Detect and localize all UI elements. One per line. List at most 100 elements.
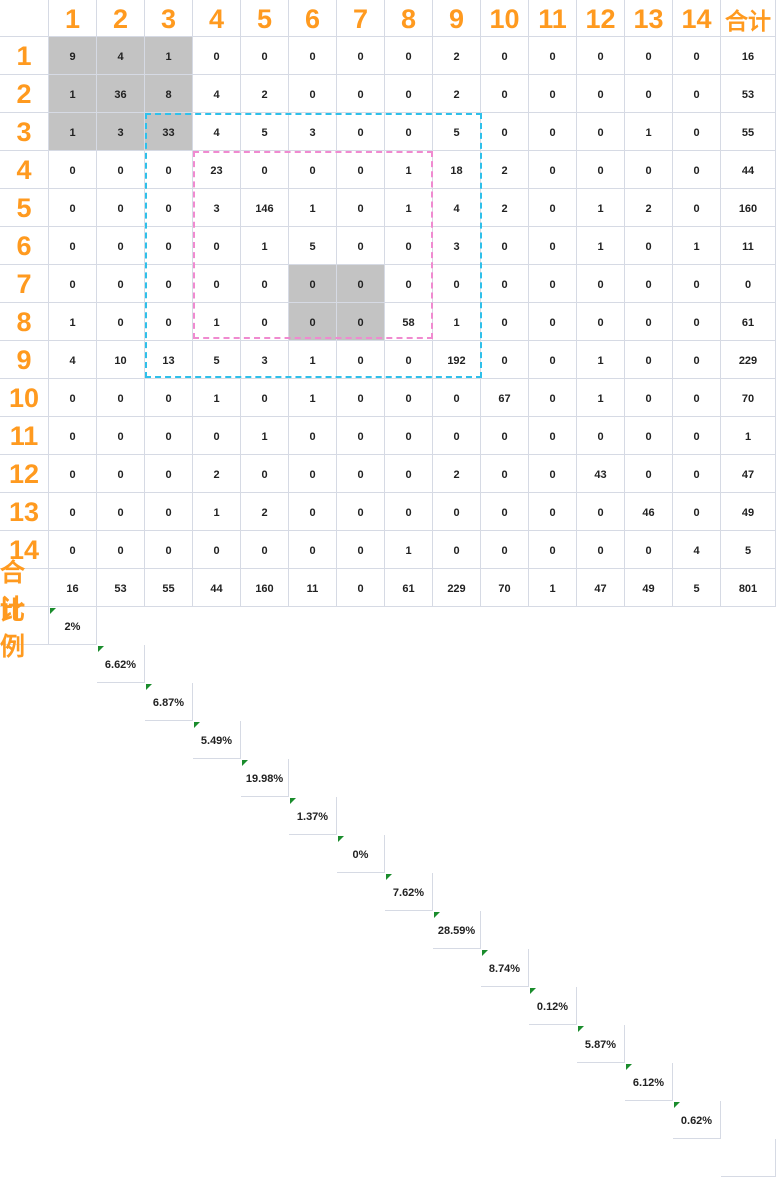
ratio-cell: 2% (49, 607, 97, 645)
table-cell: 0 (481, 455, 529, 493)
table-cell: 0 (529, 455, 577, 493)
table-cell: 1 (241, 227, 289, 265)
table-cell: 0 (721, 265, 776, 303)
green-triangle-indicator (626, 1064, 632, 1070)
table-cell: 0 (481, 113, 529, 151)
table-cell: 0 (193, 37, 241, 75)
table-cell: 0 (529, 493, 577, 531)
table-cell: 0 (625, 37, 673, 75)
table-cell: 0 (673, 37, 721, 75)
row-header: 10 (0, 379, 49, 417)
table-cell: 0 (337, 341, 385, 379)
table-cell: 1 (241, 417, 289, 455)
table-cell: 1 (193, 493, 241, 531)
table-cell: 0 (577, 303, 625, 341)
column-header: 2 (97, 0, 145, 37)
table-cell: 5 (241, 113, 289, 151)
table-cell: 13 (145, 341, 193, 379)
table-cell: 0 (481, 417, 529, 455)
table-cell: 0 (289, 37, 337, 75)
row-header: 12 (0, 455, 49, 493)
table-cell: 2 (241, 75, 289, 113)
ratio-cell: 6.12% (625, 1063, 673, 1101)
table-cell: 0 (625, 75, 673, 113)
table-cell: 0 (529, 151, 577, 189)
green-triangle-indicator (194, 722, 200, 728)
table-cell: 0 (529, 379, 577, 417)
table-cell: 0 (481, 341, 529, 379)
column-header: 11 (529, 0, 577, 37)
table-cell: 1 (49, 113, 97, 151)
table-cell: 0 (49, 417, 97, 455)
table-cell: 0 (337, 151, 385, 189)
table-cell: 0 (433, 493, 481, 531)
table-cell: 0 (673, 189, 721, 227)
ratio-cell: 6.62% (97, 645, 145, 683)
table-cell: 1 (673, 227, 721, 265)
table-cell: 0 (577, 37, 625, 75)
table-cell: 0 (241, 455, 289, 493)
column-header: 9 (433, 0, 481, 37)
table-cell: 4 (673, 531, 721, 569)
column-header: 8 (385, 0, 433, 37)
total-cell: 47 (577, 569, 625, 607)
row-header: 3 (0, 113, 49, 151)
table-cell: 1 (625, 113, 673, 151)
table-cell: 0 (337, 531, 385, 569)
table-cell: 5 (721, 531, 776, 569)
table-cell: 4 (97, 37, 145, 75)
table-cell: 2 (625, 189, 673, 227)
table-cell: 0 (625, 265, 673, 303)
table-cell: 0 (529, 531, 577, 569)
table-cell: 0 (241, 379, 289, 417)
table-cell: 0 (481, 37, 529, 75)
table-cell: 1 (577, 341, 625, 379)
green-triangle-indicator (674, 1102, 680, 1108)
table-cell: 5 (289, 227, 337, 265)
table-cell: 0 (673, 493, 721, 531)
ratio-cell: 1.37% (289, 797, 337, 835)
row-header: 4 (0, 151, 49, 189)
table-cell: 1 (577, 189, 625, 227)
table-cell: 160 (721, 189, 776, 227)
ratio-row-label: 比例 (0, 597, 49, 661)
table-cell: 0 (577, 531, 625, 569)
table-cell: 0 (337, 417, 385, 455)
table-cell: 1 (577, 379, 625, 417)
table-cell: 0 (145, 151, 193, 189)
table-cell: 0 (529, 227, 577, 265)
table-cell: 0 (433, 379, 481, 417)
table-cell: 0 (289, 265, 337, 303)
green-triangle-indicator (146, 684, 152, 690)
pink-dashed-highlight-box (193, 151, 433, 339)
green-triangle-indicator (578, 1026, 584, 1032)
table-cell: 0 (97, 227, 145, 265)
table-cell: 0 (337, 379, 385, 417)
column-header: 7 (337, 0, 385, 37)
total-cell: 1 (529, 569, 577, 607)
table-cell: 44 (721, 151, 776, 189)
green-triangle-indicator (434, 912, 440, 918)
table-cell: 0 (145, 455, 193, 493)
table-cell: 1 (385, 531, 433, 569)
table-cell: 2 (481, 189, 529, 227)
total-cell: 11 (289, 569, 337, 607)
total-cell: 53 (97, 569, 145, 607)
table-cell: 0 (481, 265, 529, 303)
table-cell: 0 (193, 417, 241, 455)
ratio-cell: 8.74% (481, 949, 529, 987)
table-cell: 0 (337, 113, 385, 151)
table-cell: 0 (529, 417, 577, 455)
table-cell: 0 (241, 37, 289, 75)
table-cell: 36 (97, 75, 145, 113)
table-cell: 0 (97, 265, 145, 303)
table-cell: 1 (289, 341, 337, 379)
table-cell: 0 (97, 379, 145, 417)
table-cell: 3 (241, 341, 289, 379)
table-cell: 0 (673, 151, 721, 189)
table-cell: 0 (529, 75, 577, 113)
table-cell: 0 (193, 227, 241, 265)
table-cell: 0 (433, 531, 481, 569)
ratio-cell: 7.62% (385, 873, 433, 911)
table-cell: 0 (49, 189, 97, 227)
